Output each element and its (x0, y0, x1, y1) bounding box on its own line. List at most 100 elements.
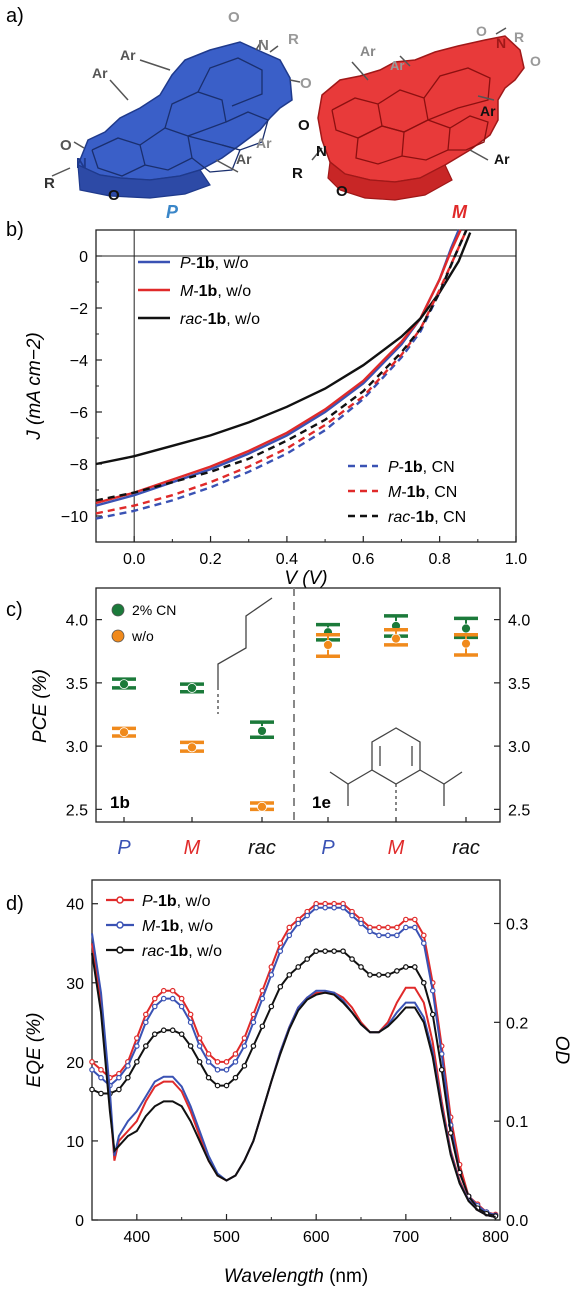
eqe-marker (367, 972, 373, 978)
eqe-marker (134, 1043, 140, 1049)
eqe-marker (98, 1066, 104, 1073)
jv-legend-label: P-1b, w/o (180, 255, 249, 272)
eqe-marker (385, 932, 391, 939)
eqe-marker (349, 956, 355, 962)
eqe-marker (313, 904, 319, 911)
eqe-marker (277, 983, 284, 990)
pce-y-tick-label-right: 4.0 (508, 613, 530, 630)
eqe-marker (232, 1074, 239, 1081)
eqe-marker (358, 964, 364, 970)
eqe-marker (143, 1011, 149, 1018)
jv-legend-dashed: P-1b, CN M-1b, CN rac-1b, CN (348, 459, 466, 526)
eqe-marker (214, 1066, 221, 1073)
eqe-marker (125, 1074, 131, 1081)
eqe-marker (89, 1059, 95, 1065)
eqe-marker (232, 1059, 239, 1065)
eqe-x-tick-label: 700 (392, 1229, 419, 1246)
eqe-y-tick-label: 20 (66, 1055, 84, 1072)
eqe-marker (169, 1027, 176, 1034)
eqe-y-tick-label: 0 (75, 1213, 84, 1230)
eqe-marker (178, 995, 185, 1002)
eqe-marker (223, 1066, 230, 1073)
eqe-x-tick-label: 600 (303, 1229, 330, 1246)
eqe-marker (286, 972, 293, 978)
eqe-legend-marker (116, 896, 124, 904)
jv-legend-label: M-1b, CN (388, 484, 457, 501)
jv-y-tick-label: −8 (70, 457, 88, 474)
eqe-marker (340, 904, 346, 911)
eqe-right-y-tick-label: 0.3 (506, 916, 528, 933)
eqe-marker (250, 1043, 257, 1049)
molecule-p-label: P (166, 202, 179, 222)
pce-point (119, 679, 129, 690)
eqe-marker (438, 1066, 445, 1073)
pce-legend-marker (111, 603, 125, 617)
pce-legend-label: w/o (131, 628, 154, 644)
p-substituent-ar1: Ar (120, 47, 136, 63)
jv-curve-6 (95, 229, 468, 502)
pce-y-tick-label-left: 4.0 (66, 613, 88, 630)
pce-category-label: rac (248, 837, 276, 859)
p-substituent-ar4: Ar (256, 135, 272, 151)
panel-a-label: a) (6, 5, 24, 27)
eqe-marker (420, 932, 427, 939)
eqe-marker (331, 948, 337, 954)
p-atom-r2: R (288, 31, 299, 48)
m-atom-o4: O (336, 183, 348, 200)
eqe-marker (151, 995, 158, 1002)
eqe-marker (178, 1003, 185, 1010)
eqe-marker (268, 972, 275, 978)
eqe-x-axis-title: Wavelength (nm) (224, 1266, 368, 1287)
pce-point (257, 726, 267, 736)
alkyl-chain-sketch (217, 597, 273, 714)
pce-group-label-1e: 1e (312, 793, 331, 812)
jv-curve-4 (95, 229, 468, 520)
panel-d-label: d) (6, 893, 24, 915)
jv-legend-label: rac-1b, CN (388, 509, 466, 526)
eqe-marker (394, 924, 400, 931)
eqe-y-tick-label: 40 (66, 897, 84, 914)
eqe-marker (447, 1130, 454, 1136)
pce-category-label: P (321, 837, 335, 859)
jv-legend-label: M-1b, w/o (180, 283, 251, 300)
eqe-marker (205, 1051, 212, 1057)
eqe-marker (349, 912, 355, 919)
eqe-marker (403, 916, 409, 923)
eqe-marker (412, 916, 418, 923)
molecule-m-label: M (452, 202, 468, 222)
pce-category-label: M (388, 837, 405, 859)
jv-curves (95, 229, 472, 520)
panel-b: b) 0.0 0.2 0.4 0.6 0.8 1.0 0 −2 −4 −6 −8 −10 P-1b, … (6, 219, 527, 589)
pce-points (112, 614, 478, 812)
jv-legend-label: P-1b, CN (388, 459, 455, 476)
eqe-plot-frame (91, 879, 501, 1221)
p-atom-n1: N (76, 155, 87, 172)
p-atom-o4: O (300, 75, 312, 92)
pce-y-tick-label-right: 2.5 (508, 802, 530, 819)
pce-group-label-1b: 1b (110, 793, 130, 812)
jv-legend-label: rac-1b, w/o (180, 311, 260, 328)
eqe-marker (376, 924, 382, 931)
eqe-curve-1 (91, 902, 496, 1216)
eqe-legend-label: rac-1b, w/o (142, 943, 222, 960)
m-substituent-ar2: Ar (390, 58, 404, 73)
pce-category-label: rac (452, 837, 480, 859)
eqe-marker (429, 1011, 436, 1018)
jv-y-tick-label: 0 (79, 249, 88, 266)
molecule-m-drawing: Ar Ar Ar Ar O N R O O N R O M (292, 23, 541, 222)
eqe-marker (394, 932, 400, 939)
eqe-marker (295, 964, 302, 970)
m-atom-r2: R (292, 165, 303, 182)
eqe-legend: P-1b, w/o M-1b, w/o rac-1b, w/o (106, 893, 222, 960)
eqe-marker (412, 964, 418, 970)
aryl-ring-sketch (329, 727, 463, 812)
eqe-marker (232, 1051, 239, 1057)
eqe-marker (394, 968, 400, 974)
eqe-marker (367, 928, 373, 935)
pce-point (257, 801, 267, 812)
m-substituent-ar3: Ar (480, 103, 496, 119)
eqe-marker (277, 940, 284, 947)
eqe-marker (331, 904, 337, 911)
eqe-marker (134, 1059, 140, 1065)
